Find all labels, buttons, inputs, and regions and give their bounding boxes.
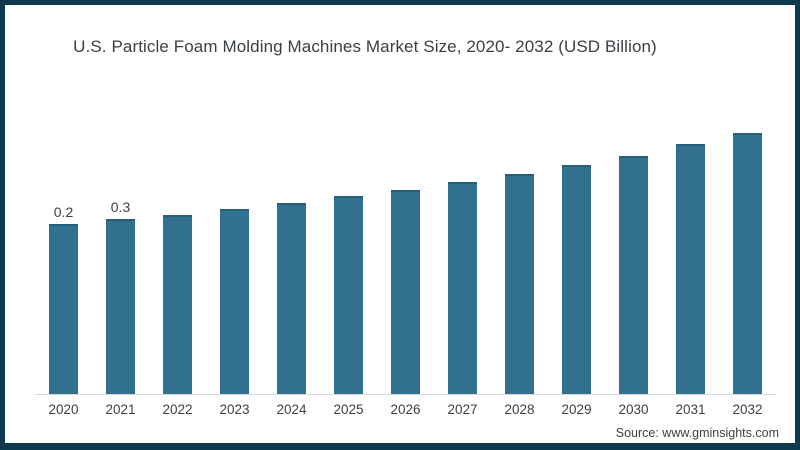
bar-column-2020: 0.2 (35, 205, 92, 394)
bar-2024 (277, 203, 306, 394)
bar-column-2027 (434, 163, 491, 394)
bar-column-2025 (320, 177, 377, 394)
bar-column-2024 (263, 184, 320, 394)
x-tick-2028: 2028 (504, 402, 535, 417)
bar-2021 (106, 219, 135, 394)
bar-2029 (562, 165, 591, 394)
bar-2027 (448, 182, 477, 394)
chart-title: U.S. Particle Foam Molding Machines Mark… (73, 37, 657, 56)
bar-column-2029 (548, 146, 605, 394)
bar-value-label-2020: 0.2 (53, 204, 74, 220)
x-tick-2023: 2023 (219, 402, 250, 417)
source-attribution: Source: www.gminsights.com (615, 426, 779, 440)
bar-2026 (391, 190, 420, 394)
x-tick-2031: 2031 (675, 402, 706, 417)
bar-column-2021: 0.3 (92, 200, 149, 394)
bar-value-label-2021: 0.3 (110, 199, 131, 215)
bar-column-2028 (491, 155, 548, 394)
bar-2032 (733, 133, 762, 394)
x-tick-2032: 2032 (732, 402, 763, 417)
x-axis-tick-labels: 2020 2021 2022 2023 2024 2025 2026 2027 2028 2029… (35, 402, 776, 417)
x-tick-2020: 2020 (48, 402, 79, 417)
x-tick-2022: 2022 (162, 402, 193, 417)
bar-column-2023 (206, 190, 263, 394)
bar-column-2026 (377, 171, 434, 394)
bar-column-2030 (605, 137, 662, 394)
x-tick-2027: 2027 (447, 402, 478, 417)
bar-2030 (619, 156, 648, 394)
plot-area: 0.2 0.3 (35, 105, 776, 395)
bar-2025 (334, 196, 363, 394)
x-tick-2024: 2024 (276, 402, 307, 417)
x-tick-2030: 2030 (618, 402, 649, 417)
bar-2022 (163, 215, 192, 394)
bar-2023 (220, 209, 249, 394)
x-tick-2026: 2026 (390, 402, 421, 417)
x-tick-2029: 2029 (561, 402, 592, 417)
bar-2028 (505, 174, 534, 394)
bar-2020 (49, 224, 78, 394)
bar-column-2032 (719, 114, 776, 394)
bar-2031 (676, 144, 705, 394)
x-tick-2021: 2021 (105, 402, 136, 417)
bars-group: 0.2 0.3 (35, 105, 776, 394)
bar-column-2031 (662, 125, 719, 394)
bar-column-2022 (149, 196, 206, 394)
x-tick-2025: 2025 (333, 402, 364, 417)
